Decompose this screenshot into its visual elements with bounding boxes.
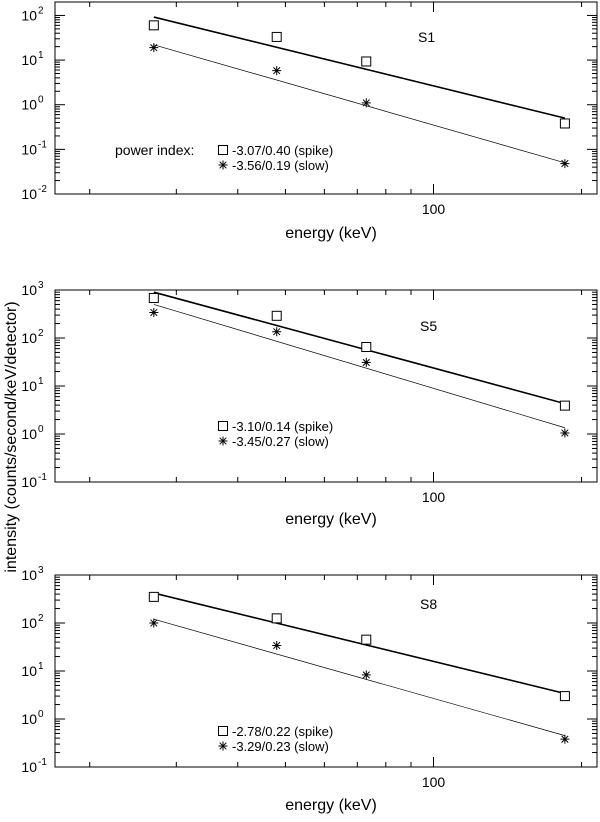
spike-point (361, 634, 372, 645)
y-tick-exponent: 2 (38, 613, 44, 624)
spike-point (271, 310, 282, 321)
y-tick-exponent: 0 (38, 95, 44, 106)
spike-legend-marker (218, 726, 228, 736)
slow-point (560, 734, 570, 744)
spike-fit-line (153, 16, 566, 119)
x-axis-label: energy (keV) (285, 225, 377, 242)
y-tick-label: 10 (21, 282, 37, 298)
spike-point (271, 613, 282, 624)
slow-point (272, 327, 282, 337)
y-tick-exponent: 0 (38, 424, 44, 435)
spike-legend-marker (218, 145, 228, 155)
y-tick-exponent: 1 (38, 661, 44, 672)
spike-point (148, 591, 159, 602)
y-tick-label: 10 (21, 97, 37, 113)
slow-legend-text: -3.56/0.19 (slow) (232, 158, 329, 173)
y-tick-label: 10 (21, 474, 37, 490)
slow-legend-marker (218, 436, 228, 446)
y-tick-label: 10 (21, 663, 37, 679)
y-tick-label: 10 (21, 186, 37, 202)
slow-point (149, 618, 159, 628)
slow-legend-text: -3.45/0.27 (slow) (232, 434, 329, 449)
y-tick-label: 10 (21, 330, 37, 346)
panel-label: S1 (418, 29, 435, 45)
spike-point (271, 31, 282, 42)
slow-legend-marker (218, 741, 228, 751)
y-tick-label: 10 (21, 711, 37, 727)
legend-title: power index: (115, 142, 194, 158)
slow-fit-line (153, 304, 565, 429)
spike-legend-text: -3.10/0.14 (spike) (232, 419, 333, 434)
y-tick-label: 10 (21, 7, 37, 23)
panel-label: S8 (420, 596, 437, 612)
y-tick-exponent: 0 (38, 709, 44, 720)
spike-point (361, 56, 372, 67)
x-tick-label: 100 (422, 774, 446, 790)
slow-fit-line (153, 618, 565, 736)
spike-point (559, 400, 570, 411)
spike-legend-text: -2.78/0.22 (spike) (232, 724, 333, 739)
y-tick-label: 10 (21, 378, 37, 394)
y-tick-exponent: -1 (38, 757, 47, 768)
y-tick-exponent: 3 (38, 280, 44, 291)
x-tick-label: 100 (422, 201, 446, 217)
slow-point (361, 670, 371, 680)
slow-point (149, 43, 159, 53)
y-tick-exponent: -2 (38, 184, 47, 195)
y-tick-label: 10 (21, 52, 37, 68)
spike-point (559, 691, 570, 702)
slow-legend-marker (218, 160, 228, 170)
y-tick-exponent: 1 (38, 50, 44, 61)
x-axis-label: energy (keV) (285, 797, 377, 814)
y-tick-exponent: -1 (38, 472, 47, 483)
spike-point (148, 293, 159, 304)
slow-legend-text: -3.29/0.23 (slow) (232, 739, 329, 754)
y-tick-exponent: 2 (38, 5, 44, 16)
slow-point (361, 357, 371, 367)
spike-fit-line (153, 291, 566, 405)
slow-point (272, 66, 282, 76)
slow-fit-line (153, 44, 565, 164)
spike-legend-marker (218, 421, 228, 431)
plot-frame (54, 289, 598, 483)
shared-y-axis-label: intensity (counts/second/keV/detector) (3, 301, 20, 572)
spike-legend-text: -3.07/0.40 (spike) (232, 143, 333, 158)
slow-point (149, 307, 159, 317)
y-tick-exponent: 2 (38, 328, 44, 339)
slow-point (560, 428, 570, 438)
y-tick-label: 10 (21, 759, 37, 775)
spike-point (148, 20, 159, 31)
slow-point (272, 640, 282, 650)
slow-point (560, 159, 570, 169)
plot-frame (54, 1, 598, 195)
y-tick-label: 10 (21, 615, 37, 631)
panel-label: S5 (420, 318, 437, 334)
slow-point (361, 98, 371, 108)
y-tick-exponent: -1 (38, 139, 47, 150)
x-axis-label: energy (keV) (285, 511, 377, 528)
spike-fit-line (153, 592, 566, 695)
y-tick-label: 10 (21, 426, 37, 442)
spike-point (361, 341, 372, 352)
y-tick-exponent: 1 (38, 376, 44, 387)
y-tick-label: 10 (21, 141, 37, 157)
x-tick-label: 100 (422, 489, 446, 505)
spike-point (559, 118, 570, 129)
y-tick-exponent: 3 (38, 565, 44, 576)
y-tick-label: 10 (21, 567, 37, 583)
